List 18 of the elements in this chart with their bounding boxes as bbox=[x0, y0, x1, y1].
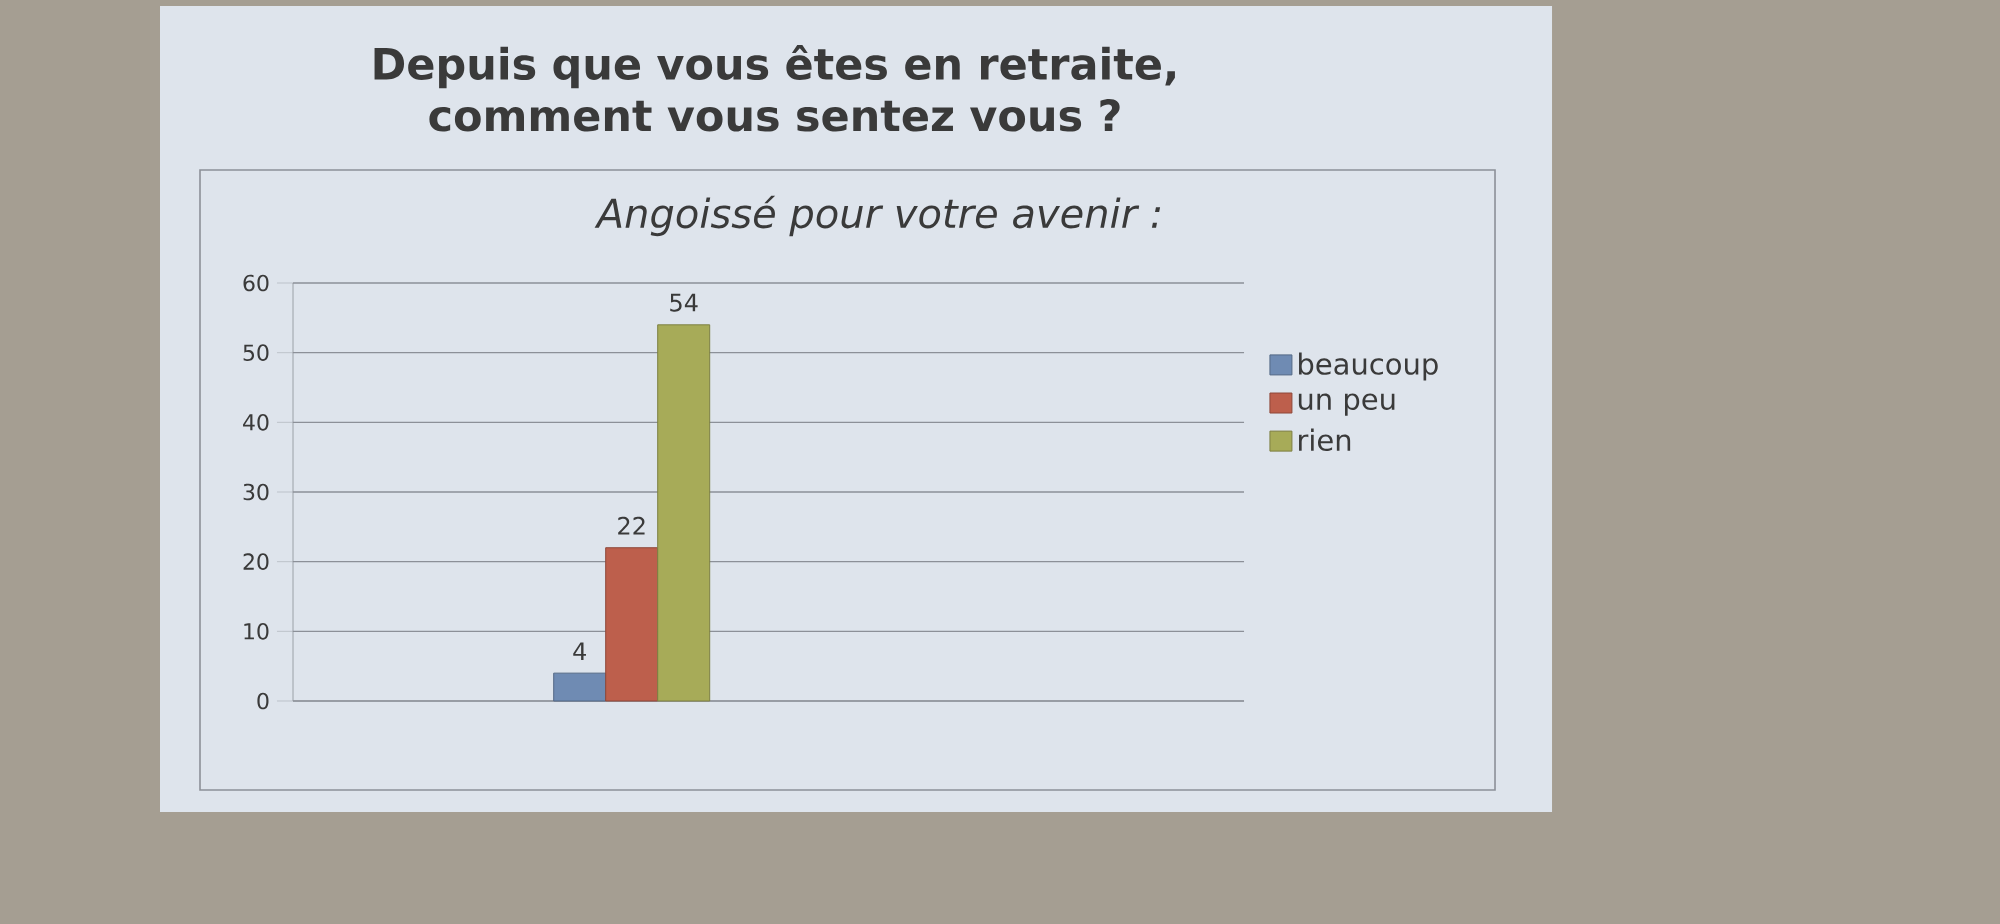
data-label: 54 bbox=[670, 293, 698, 312]
legend-label: un peu bbox=[1298, 393, 1395, 416]
y-tick-label: 0 bbox=[257, 692, 269, 710]
y-tick-label: 50 bbox=[243, 344, 269, 361]
bar bbox=[553, 672, 607, 702]
legend-label: beaucoup bbox=[1299, 352, 1438, 381]
y-tick-label: 10 bbox=[244, 623, 269, 640]
bar bbox=[605, 547, 659, 702]
bar bbox=[657, 324, 711, 702]
y-tick-label: 60 bbox=[243, 274, 269, 292]
chart-subtitle: Angoissé pour votre avenir : bbox=[594, 195, 1161, 237]
y-tick-label: 20 bbox=[243, 553, 269, 570]
data-label: 22 bbox=[618, 516, 645, 535]
legend-label: rien bbox=[1299, 428, 1351, 452]
y-tick-label: 40 bbox=[243, 414, 269, 431]
data-label: 4 bbox=[573, 642, 586, 660]
chart-title: Depuis que vous êtes en retraite, comment vous sentez vous ? bbox=[374, 45, 1175, 132]
y-tick-label: 30 bbox=[243, 483, 269, 501]
